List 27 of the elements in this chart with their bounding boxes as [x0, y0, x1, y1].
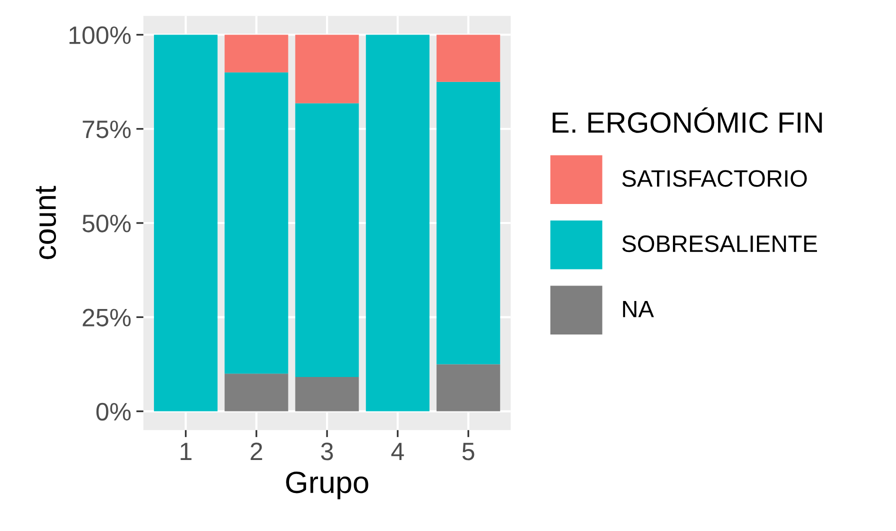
- x-axis-title: Grupo: [286, 472, 368, 500]
- y-tick-label: 100%: [70, 26, 131, 44]
- x-tick-label: 5: [462, 442, 474, 460]
- bar: [436, 82, 500, 364]
- bar: [366, 34, 430, 412]
- y-tick-label: 50%: [82, 214, 131, 232]
- x-tick-label: 4: [391, 442, 404, 460]
- x-tick-label: 3: [321, 442, 333, 460]
- bar: [224, 72, 288, 374]
- bar: [295, 34, 359, 104]
- bar: [154, 34, 218, 412]
- y-axis-title: count: [36, 186, 56, 260]
- y-tick-label: 25%: [82, 308, 131, 326]
- bar: [436, 364, 500, 412]
- legend-label: SATISFACTORIO: [622, 170, 807, 187]
- x-tick-label: 1: [180, 442, 192, 460]
- bar: [224, 34, 288, 72]
- y-tick-label: 0%: [96, 402, 131, 421]
- legend-label: NA: [623, 300, 654, 318]
- bar: [295, 103, 359, 378]
- bar: [436, 34, 500, 82]
- legend-label: SOBRESALIENTE: [622, 235, 817, 252]
- bar: [295, 377, 359, 412]
- y-tick-label: 75%: [82, 120, 131, 138]
- bar: [224, 374, 288, 412]
- legend-title: E. ERGONÓMIC FIN: [552, 107, 822, 133]
- x-tick-label: 2: [250, 442, 262, 460]
